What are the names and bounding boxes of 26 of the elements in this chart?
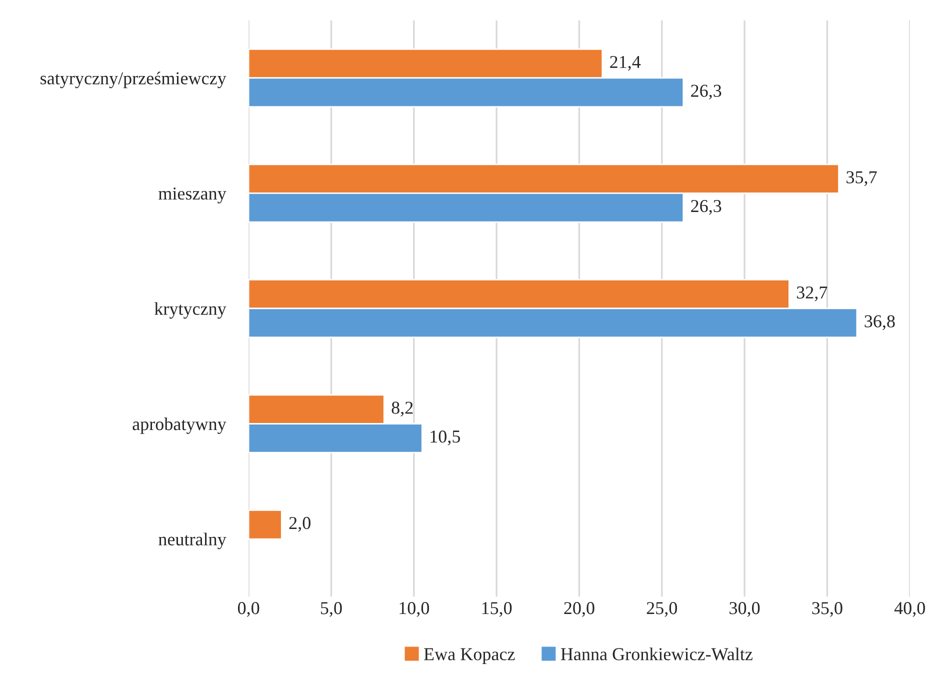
y-tick-label: mieszany — [158, 188, 226, 204]
x-tick-label: 5,0 — [320, 602, 342, 617]
x-tick-label: 35,0 — [812, 602, 842, 617]
x-tick-label: 15,0 — [482, 602, 512, 617]
x-tick-label: 30,0 — [730, 602, 760, 617]
bar — [248, 510, 282, 540]
data-label: 21,4 — [610, 56, 641, 71]
data-label: 26,3 — [691, 200, 722, 215]
x-tick-label: 20,0 — [564, 602, 594, 617]
data-label: 36,8 — [864, 315, 895, 330]
y-tick-label: neutralny — [158, 532, 226, 550]
x-tick-label: 40,0 — [894, 602, 925, 617]
data-label: 2,0 — [289, 516, 310, 532]
x-tick-label: 10,0 — [400, 602, 430, 617]
data-label: 32,7 — [796, 286, 828, 302]
y-tick-label: satyryczny/prześmiewczy — [40, 72, 226, 88]
legend-label: Ewa Kopacz — [424, 648, 515, 664]
data-label: 8,2 — [392, 402, 413, 416]
x-tick-label: 25,0 — [646, 602, 677, 617]
data-label: 35,7 — [846, 171, 877, 186]
data-label: 10,5 — [430, 430, 460, 446]
data-label: 26,3 — [691, 84, 722, 100]
x-tick-label: 0,0 — [238, 602, 260, 617]
y-tick-label: krytyczny — [154, 302, 226, 319]
legend-label: Hanna Gronkiewicz-Waltz — [560, 648, 752, 660]
y-tick-label: aprobatywny — [132, 417, 226, 434]
